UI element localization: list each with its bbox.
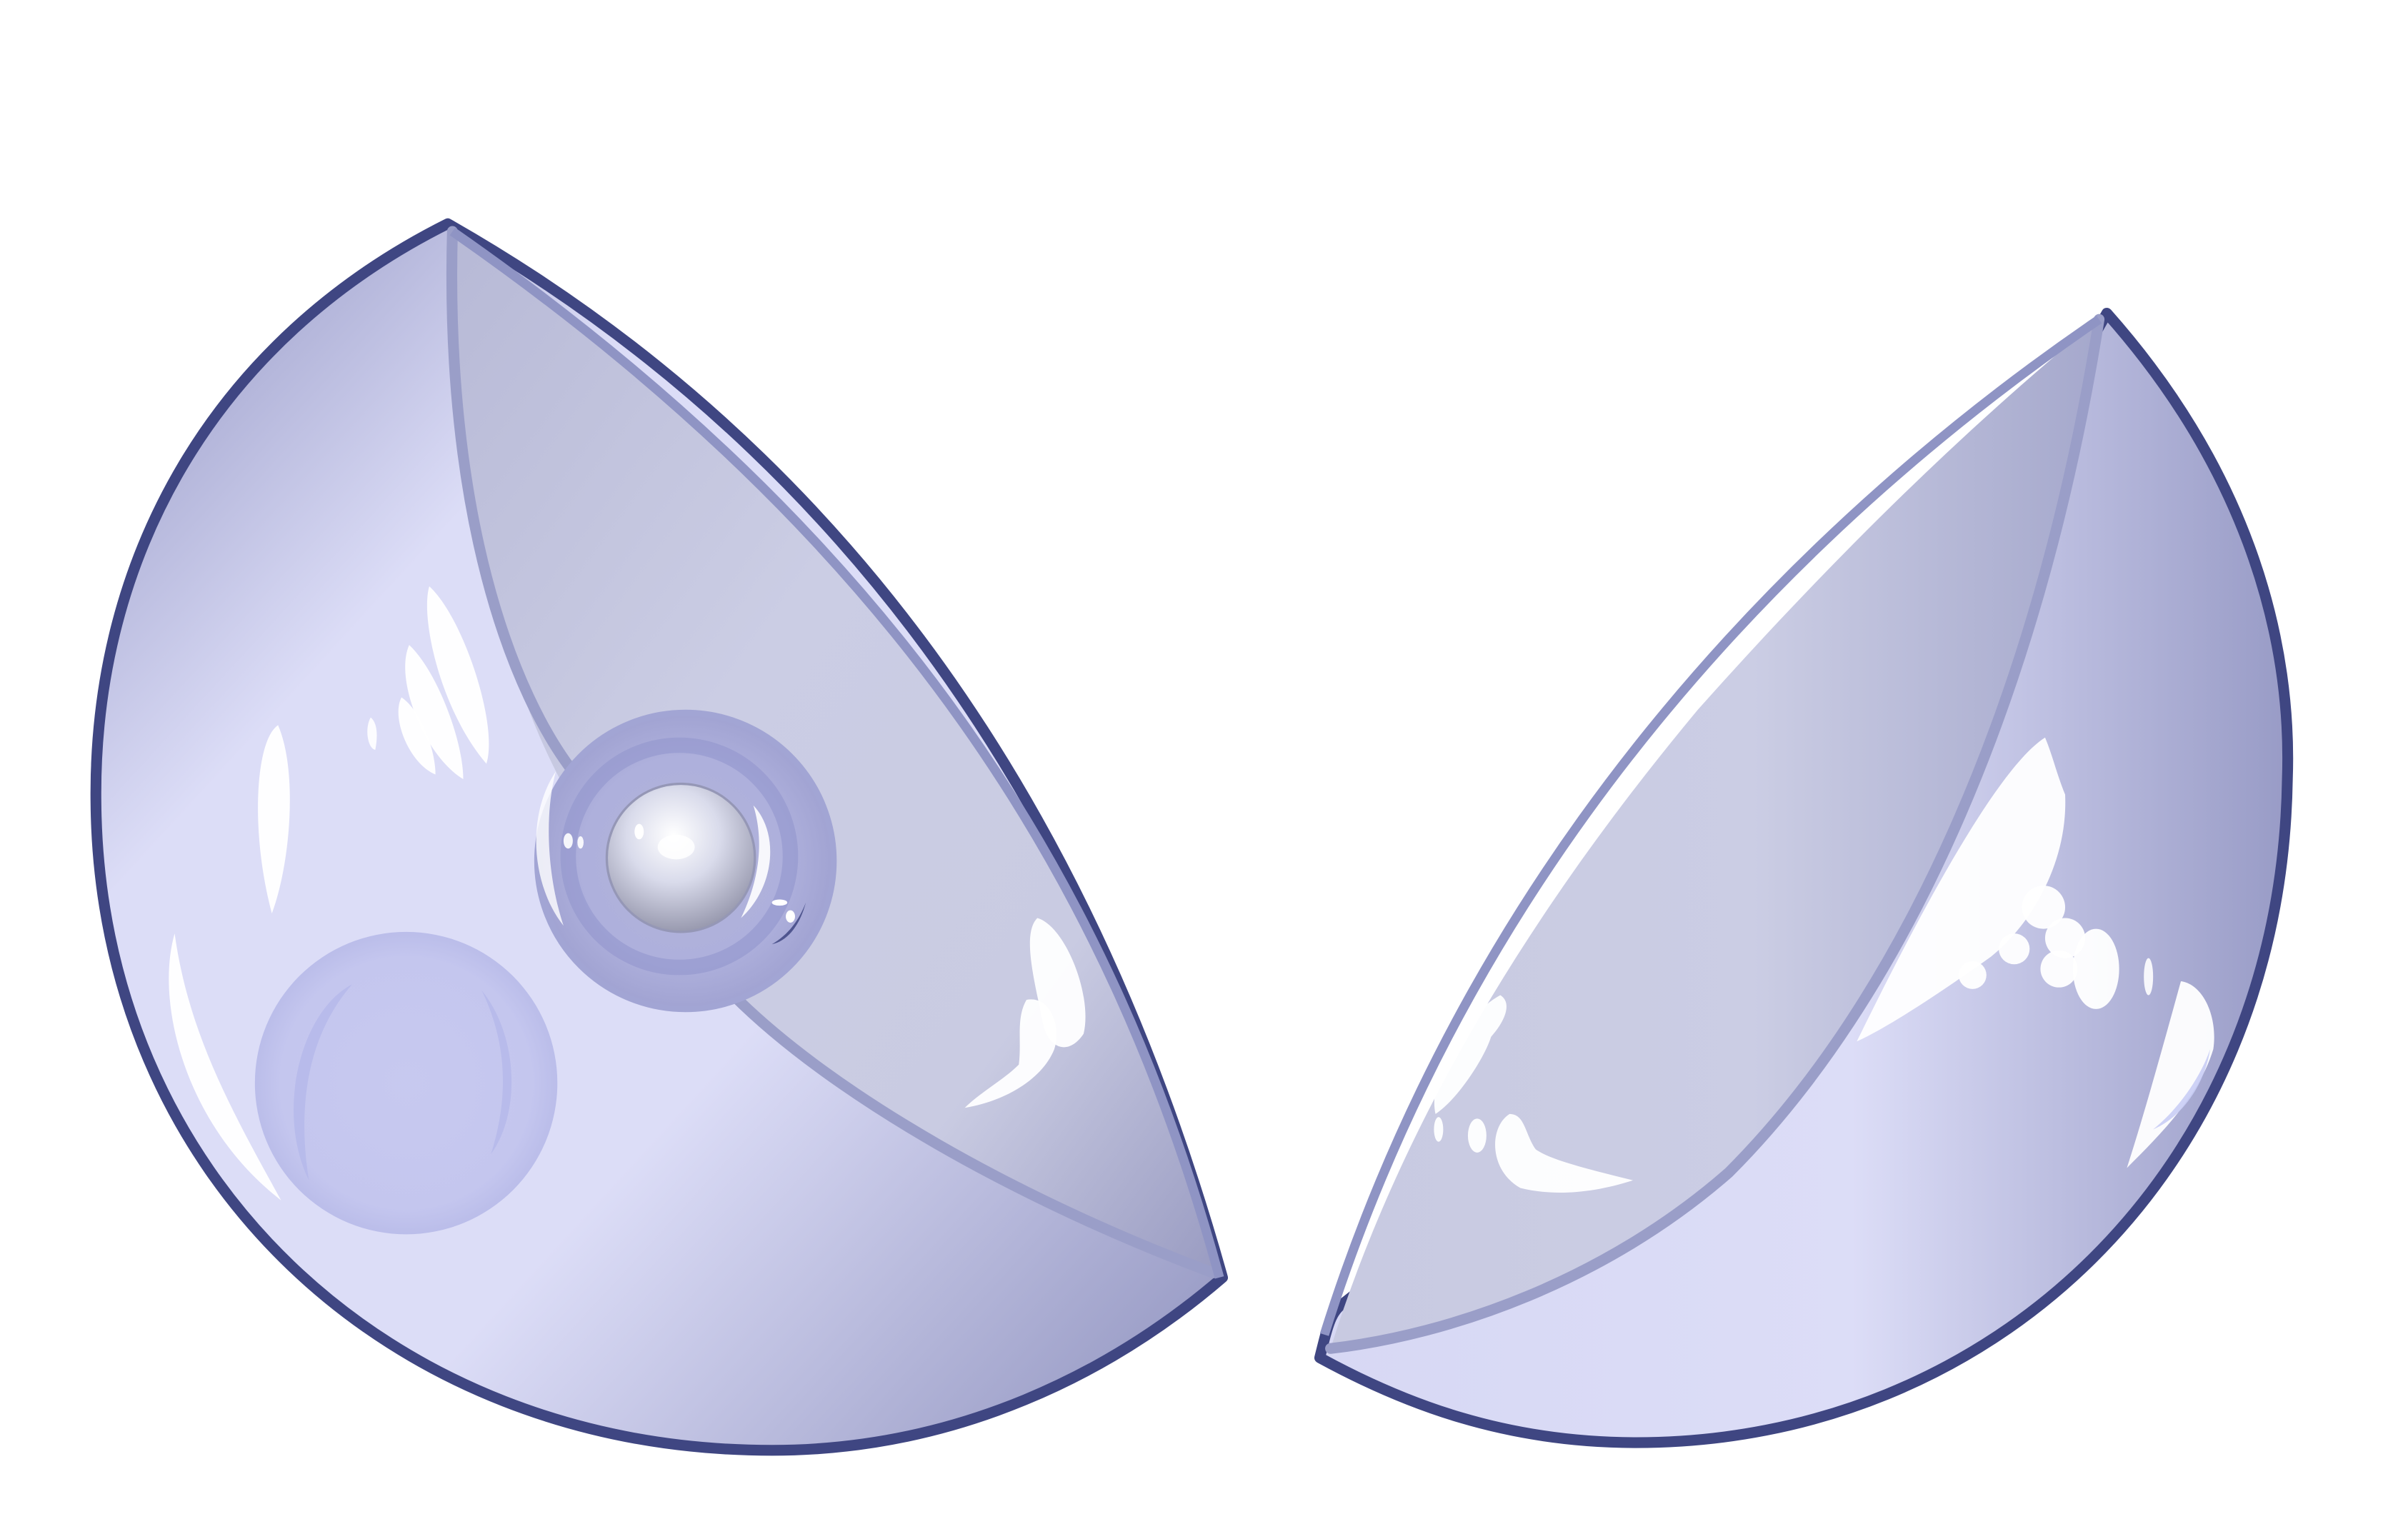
floating-bubble xyxy=(254,931,558,1235)
right-glass-bowl xyxy=(1314,308,2294,1448)
right-bowl-highlight xyxy=(2040,950,2078,988)
pearl-in-bubble xyxy=(534,709,837,1013)
left-bowl-highlight xyxy=(398,697,436,775)
right-bowl-highlight xyxy=(1434,995,1507,1114)
pearl-glint xyxy=(634,823,644,840)
pearl-bubble-glint xyxy=(786,910,795,923)
left-bowl-highlight xyxy=(258,725,290,913)
right-bowl-rim-edge xyxy=(1319,315,2102,1336)
right-bowl-highlight xyxy=(1495,1113,1634,1193)
pearl-glint xyxy=(657,834,695,860)
left-bowl-highlight xyxy=(964,999,1057,1108)
left-bowl-highlight xyxy=(169,933,281,1200)
right-bowl-highlight xyxy=(2072,928,2119,1009)
right-bowl-highlight xyxy=(2022,886,2066,929)
pearl-bubble-edge-highlight xyxy=(741,805,771,918)
right-bowl-rim xyxy=(1325,314,2105,1354)
left-bowl-highlight xyxy=(426,586,489,764)
left-bowl-rim xyxy=(446,226,1219,1278)
bubble-reflection xyxy=(294,984,352,1180)
right-bowl-highlight xyxy=(2144,958,2154,996)
pearl-bubble-glint xyxy=(563,833,573,849)
pearl-bubble-glint xyxy=(771,899,788,906)
right-bowl-inner-surface xyxy=(1330,319,2099,1349)
pearl-bubble-glint xyxy=(577,836,584,849)
left-bowl-rim-edge xyxy=(449,227,1224,1279)
right-bowl-highlight xyxy=(1958,961,1987,989)
pearl-bubble-edge-highlight xyxy=(536,771,564,926)
right-bowl-highlight xyxy=(1434,1117,1444,1142)
bubble-reflection xyxy=(481,991,512,1155)
right-bowl-highlight xyxy=(1999,933,2030,965)
right-bowl-highlight xyxy=(2044,918,2086,958)
left-bowl-highlight xyxy=(367,717,377,750)
left-bowl-highlight xyxy=(405,645,464,780)
right-bowl-highlight xyxy=(1857,737,2066,1042)
right-bowl-highlight xyxy=(1467,1118,1487,1153)
pearl-bubble-ring xyxy=(560,737,799,976)
right-bowl-highlight xyxy=(2127,981,2214,1168)
